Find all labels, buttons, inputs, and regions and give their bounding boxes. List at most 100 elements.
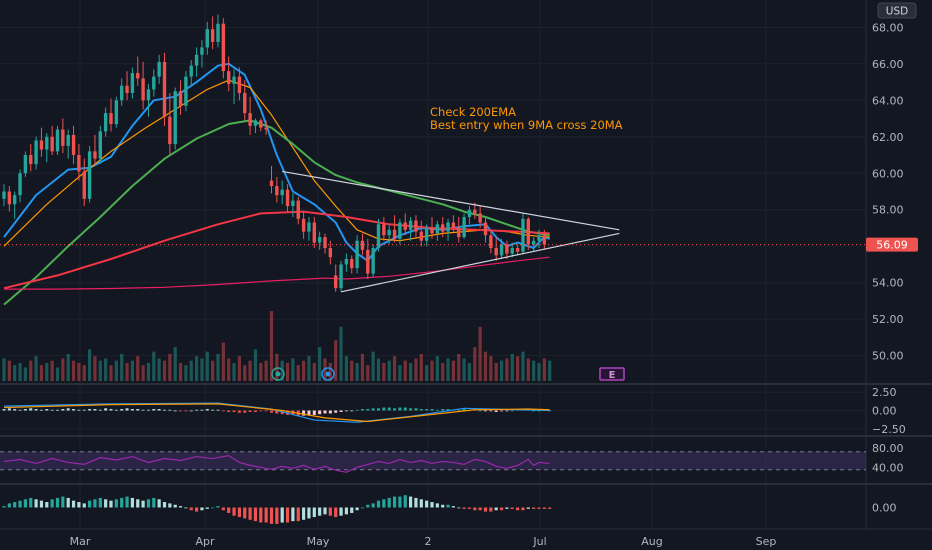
candle[interactable] [424,224,429,247]
candle[interactable] [98,125,102,165]
candle[interactable] [483,217,488,243]
candle[interactable] [141,62,145,110]
candle[interactable] [435,220,440,241]
candle[interactable] [441,217,445,238]
candle[interactable] [398,218,402,245]
candle[interactable] [430,217,434,239]
trendline[interactable] [340,232,620,293]
currency-badge[interactable]: USD [877,2,917,19]
candle[interactable] [387,224,391,245]
candle[interactable] [462,213,466,239]
candle[interactable] [168,93,172,156]
candle[interactable] [505,240,509,259]
candle[interactable] [478,206,482,228]
candle[interactable] [29,144,33,172]
candle[interactable] [259,118,263,132]
candle[interactable] [317,231,322,250]
candle[interactable] [178,80,183,115]
candle[interactable] [350,255,354,274]
candle[interactable] [237,67,242,101]
candle[interactable] [376,218,381,252]
candle[interactable] [87,145,92,203]
candle[interactable] [130,67,135,99]
candle[interactable] [248,96,252,135]
dividend-icon[interactable] [271,367,285,381]
candle[interactable] [210,16,215,50]
candle[interactable] [403,213,407,236]
candle[interactable] [45,133,49,163]
candle[interactable] [307,217,311,241]
candle[interactable] [457,217,461,243]
candle[interactable] [82,158,86,207]
candle[interactable] [7,186,12,212]
candle[interactable] [227,56,231,92]
candle[interactable] [494,237,498,261]
candlesticks[interactable] [2,14,547,292]
candle[interactable] [253,118,258,134]
candle[interactable] [312,217,316,249]
candle[interactable] [146,83,151,117]
candle[interactable] [93,134,97,166]
candle[interactable] [109,98,113,132]
trendline[interactable] [282,170,620,231]
candle[interactable] [2,184,6,207]
candle[interactable] [184,71,188,112]
candle[interactable] [521,213,525,254]
candle[interactable] [71,125,76,165]
candle[interactable] [515,244,520,256]
candle[interactable] [243,80,247,121]
candle[interactable] [200,40,204,68]
candle[interactable] [542,229,547,250]
candle[interactable] [419,220,423,247]
candle[interactable] [537,229,541,249]
candle[interactable] [355,235,359,274]
candle[interactable] [301,211,306,239]
candle[interactable] [489,229,493,254]
candle[interactable] [291,193,295,218]
candle[interactable] [232,69,236,104]
price-axis[interactable]: 68.0066.0064.0062.0060.0058.0056.0054.00… [872,21,904,362]
candle[interactable] [366,238,370,280]
candle[interactable] [499,238,504,259]
candle[interactable] [162,52,167,126]
candle[interactable] [221,18,226,79]
candle[interactable] [467,206,472,225]
candle[interactable] [39,127,44,157]
candle[interactable] [18,169,22,203]
candle[interactable] [275,176,279,203]
candle[interactable] [194,47,199,77]
candle[interactable] [382,217,386,241]
candle[interactable] [451,215,456,232]
candle[interactable] [328,240,333,265]
candle[interactable] [339,260,343,292]
candle[interactable] [408,217,413,241]
volume-markers[interactable]: E [271,367,625,381]
candle[interactable] [269,165,274,194]
candle[interactable] [13,191,17,219]
candle[interactable] [50,125,54,156]
time-axis[interactable]: Mar Apr May 2 Jul Aug Sep [70,535,777,548]
candle[interactable] [157,54,161,84]
candle[interactable] [136,56,140,86]
candle[interactable] [296,196,300,225]
candle[interactable] [392,215,397,243]
triangle-trendlines[interactable] [282,170,620,293]
candle[interactable] [264,120,268,135]
candle[interactable] [334,264,338,292]
candle[interactable] [77,144,81,181]
candle[interactable] [205,21,209,55]
candle[interactable] [446,218,450,241]
candle[interactable] [371,244,375,278]
candle[interactable] [23,151,28,177]
candle[interactable] [216,14,220,48]
candle[interactable] [103,107,108,137]
candle[interactable] [34,136,38,170]
candle[interactable] [61,118,65,154]
candle[interactable] [114,96,119,128]
candle[interactable] [360,233,365,256]
candle[interactable] [152,69,156,97]
candle[interactable] [285,184,290,212]
candle[interactable] [55,125,60,156]
candle[interactable] [66,129,70,159]
